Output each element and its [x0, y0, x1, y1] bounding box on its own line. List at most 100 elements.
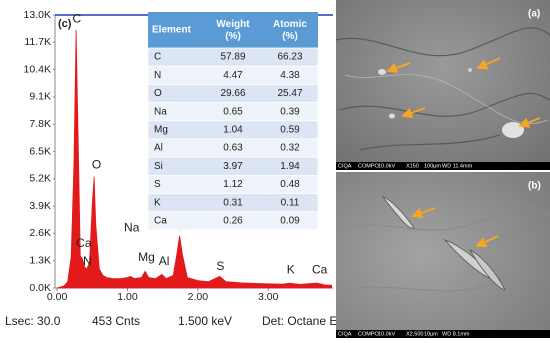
table-cell: O — [154, 88, 162, 99]
x-tick-label: 0.00 — [47, 291, 68, 303]
y-tick-label: 1.3K — [29, 254, 51, 266]
panel-label: (b) — [528, 181, 541, 192]
arrow — [518, 117, 541, 128]
image-info: CIQA — [338, 331, 352, 337]
image-info: 10.0kV — [378, 163, 395, 169]
table-cell: 0.63 — [223, 143, 243, 154]
arrow — [476, 57, 501, 70]
table-cell: 0.65 — [223, 106, 243, 117]
panel-label: (c) — [58, 18, 72, 30]
image-info: 100µm — [424, 163, 441, 169]
texture — [339, 207, 550, 292]
peak-label: C — [72, 11, 81, 25]
y-tick-label: 13.0K — [24, 9, 51, 21]
table-header-bg — [148, 12, 318, 48]
x-tick-label: 2.00 — [188, 291, 209, 303]
table-cell: 29.66 — [220, 88, 245, 99]
footer-text: 1.500 keV — [178, 314, 232, 328]
info-bar — [336, 162, 550, 170]
table-cell: 57.89 — [220, 52, 245, 63]
y-tick-label: 2.6K — [29, 227, 51, 239]
table-cell: 1.94 — [280, 161, 300, 172]
panel-label: (a) — [528, 9, 540, 20]
image-info: X2,500 — [406, 331, 423, 337]
table: Element Weight (%) Atomic (%) C 57.89 66.23 N 4.4… — [147, 12, 319, 231]
table-cell: N — [154, 70, 161, 81]
x-tick-label: 1.00 — [117, 291, 138, 303]
table-cell: Al — [154, 143, 163, 154]
table-cell: 0.32 — [280, 143, 300, 154]
table-cell: 0.11 — [281, 197, 300, 208]
y-tick-label: 10.4K — [24, 63, 51, 75]
footer-text: Lsec: 30.0 — [5, 314, 61, 328]
info-bar — [336, 330, 550, 338]
arrow — [386, 62, 411, 73]
y-tick-label: 11.7K — [24, 36, 51, 48]
table-cell: 1.04 — [223, 125, 243, 136]
peak-label: Na — [124, 220, 140, 234]
sem-image-b: (b) — [336, 172, 550, 338]
fiber — [468, 249, 506, 291]
table-cell: 4.38 — [280, 70, 300, 81]
image-info: 10µm — [424, 331, 438, 337]
table-cell: S — [154, 179, 161, 190]
peak-label: S — [216, 259, 224, 273]
y-tick-label: 6.5K — [29, 145, 51, 157]
table-header: Atomic (%) — [273, 19, 307, 42]
table-cell: 1.12 — [223, 179, 243, 190]
table-header: Weight (%) — [216, 19, 250, 42]
image-background — [336, 172, 550, 338]
table-cell: 0.31 — [223, 197, 243, 208]
table-header: Element — [152, 25, 192, 36]
table-cell: 3.97 — [223, 161, 243, 172]
table-cell: 66.23 — [277, 52, 302, 63]
particle — [389, 113, 395, 119]
peak-label: Ca — [312, 262, 328, 276]
image-info: CIQA — [338, 163, 352, 169]
table-cell: Mg — [154, 125, 168, 136]
peak-label: Al — [159, 254, 170, 268]
table-cell: 25.47 — [277, 88, 302, 99]
table-cell: 0.48 — [280, 179, 300, 190]
table-cell: 0.59 — [280, 125, 300, 136]
table-cell: Si — [154, 161, 163, 172]
image-background — [336, 0, 550, 170]
y-tick-label: 3.9K — [29, 200, 51, 212]
table-cell: 0.26 — [223, 216, 243, 227]
fiber — [381, 196, 415, 229]
x-tick-label: 3.00 — [258, 291, 279, 303]
image-info: WD 8.1mm — [442, 331, 470, 337]
particle — [502, 122, 524, 138]
peak-label: N — [83, 254, 92, 268]
image-info: WD 11.4mm — [442, 163, 473, 169]
texture — [335, 27, 550, 151]
image-info: COMPO — [358, 163, 380, 169]
footer-text: 453 Cnts — [92, 314, 140, 328]
table-row-bg — [147, 211, 319, 231]
y-tick-label: 0.0K — [29, 282, 51, 294]
spectrum-area — [56, 29, 332, 289]
particle — [378, 69, 386, 75]
peak-label: Ca — [76, 236, 92, 250]
image-info: COMPO — [358, 331, 380, 337]
table-cell: 4.47 — [223, 70, 243, 81]
table-cell: Ca — [154, 216, 167, 227]
table-cell: 0.39 — [280, 106, 300, 117]
peak-label: K — [287, 262, 295, 276]
arrow — [475, 235, 499, 248]
image-info: X150 — [406, 163, 419, 169]
y-tick-label: 9.1K — [29, 91, 51, 103]
table-cell: K — [154, 197, 161, 208]
table-cell: Na — [154, 106, 167, 117]
y-tick-label: 5.2K — [29, 173, 51, 185]
y-tick-label: 7.8K — [29, 118, 51, 130]
table-cell: 0.09 — [280, 216, 300, 227]
arrow — [411, 207, 436, 218]
image-info: 10.0kV — [378, 331, 395, 337]
peak-label: Mg — [138, 250, 155, 264]
particle — [468, 68, 472, 72]
sem-image-a: (a) — [335, 0, 550, 170]
peak-label: O — [92, 157, 101, 171]
table-cell: C — [154, 52, 161, 63]
